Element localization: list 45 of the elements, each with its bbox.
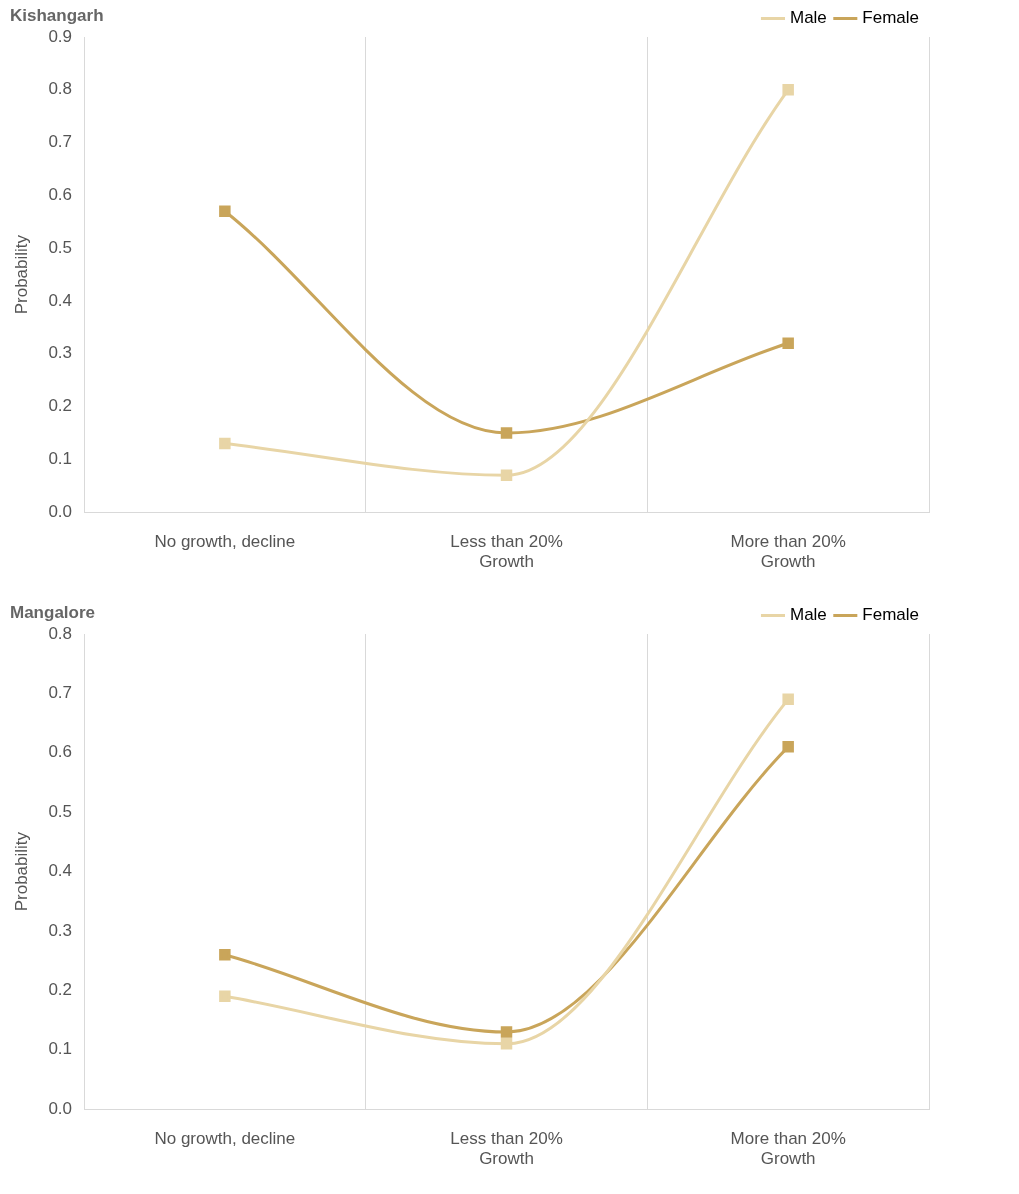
y-tick-label: 0.0 (48, 501, 73, 521)
y-tick-label: 0.5 (48, 237, 73, 257)
y-tick-label: 0.8 (48, 79, 73, 99)
x-tick-label: No growth, decline (154, 1129, 296, 1149)
y-tick-label: 0.3 (48, 920, 73, 940)
x-tick-label: Less than 20% Growth (450, 1129, 563, 1169)
y-tick-label: 0.0 (48, 1098, 73, 1118)
chart-title: Kishangarh (10, 6, 104, 26)
y-tick-label: 0.2 (48, 980, 73, 1000)
point (782, 693, 794, 706)
y-tick-label: 0.4 (48, 861, 73, 881)
y-tick-label: 0.1 (48, 1039, 73, 1059)
legend-label: Female (862, 605, 919, 625)
x-tick-label: No growth, decline (154, 532, 296, 552)
x-tick-label: More than 20% Growth (730, 1129, 846, 1169)
y-axis-title: Probability (11, 234, 31, 315)
point (219, 205, 231, 217)
point (219, 437, 231, 450)
point (782, 337, 794, 349)
point (782, 741, 794, 753)
y-tick-label: 0.5 (48, 801, 73, 821)
point (500, 469, 513, 481)
y-tick-label: 0.6 (48, 185, 73, 205)
x-tick-label: More than 20% Growth (730, 532, 846, 572)
y-tick-label: 0.8 (48, 623, 73, 643)
legend-label: Male (789, 605, 827, 625)
point (500, 427, 513, 439)
y-tick-label: 0.4 (48, 290, 73, 310)
point (219, 990, 231, 1003)
point (782, 84, 794, 96)
legend-label: Male (789, 8, 827, 28)
y-tick-label: 0.1 (48, 449, 73, 469)
point (500, 1026, 513, 1038)
y-tick-label: 0.6 (48, 742, 73, 762)
y-tick-label: 0.7 (48, 132, 73, 152)
y-tick-label: 0.2 (48, 396, 73, 416)
chart-title: Mangalore (10, 603, 96, 623)
point (219, 949, 231, 961)
legend-label: Female (862, 8, 919, 28)
point (500, 1038, 513, 1050)
x-tick-label: Less than 20% Growth (450, 532, 563, 572)
y-tick-label: 0.9 (48, 26, 73, 46)
y-tick-label: 0.7 (48, 683, 73, 703)
y-axis-title: Probability (11, 831, 31, 912)
y-tick-label: 0.3 (48, 343, 73, 363)
